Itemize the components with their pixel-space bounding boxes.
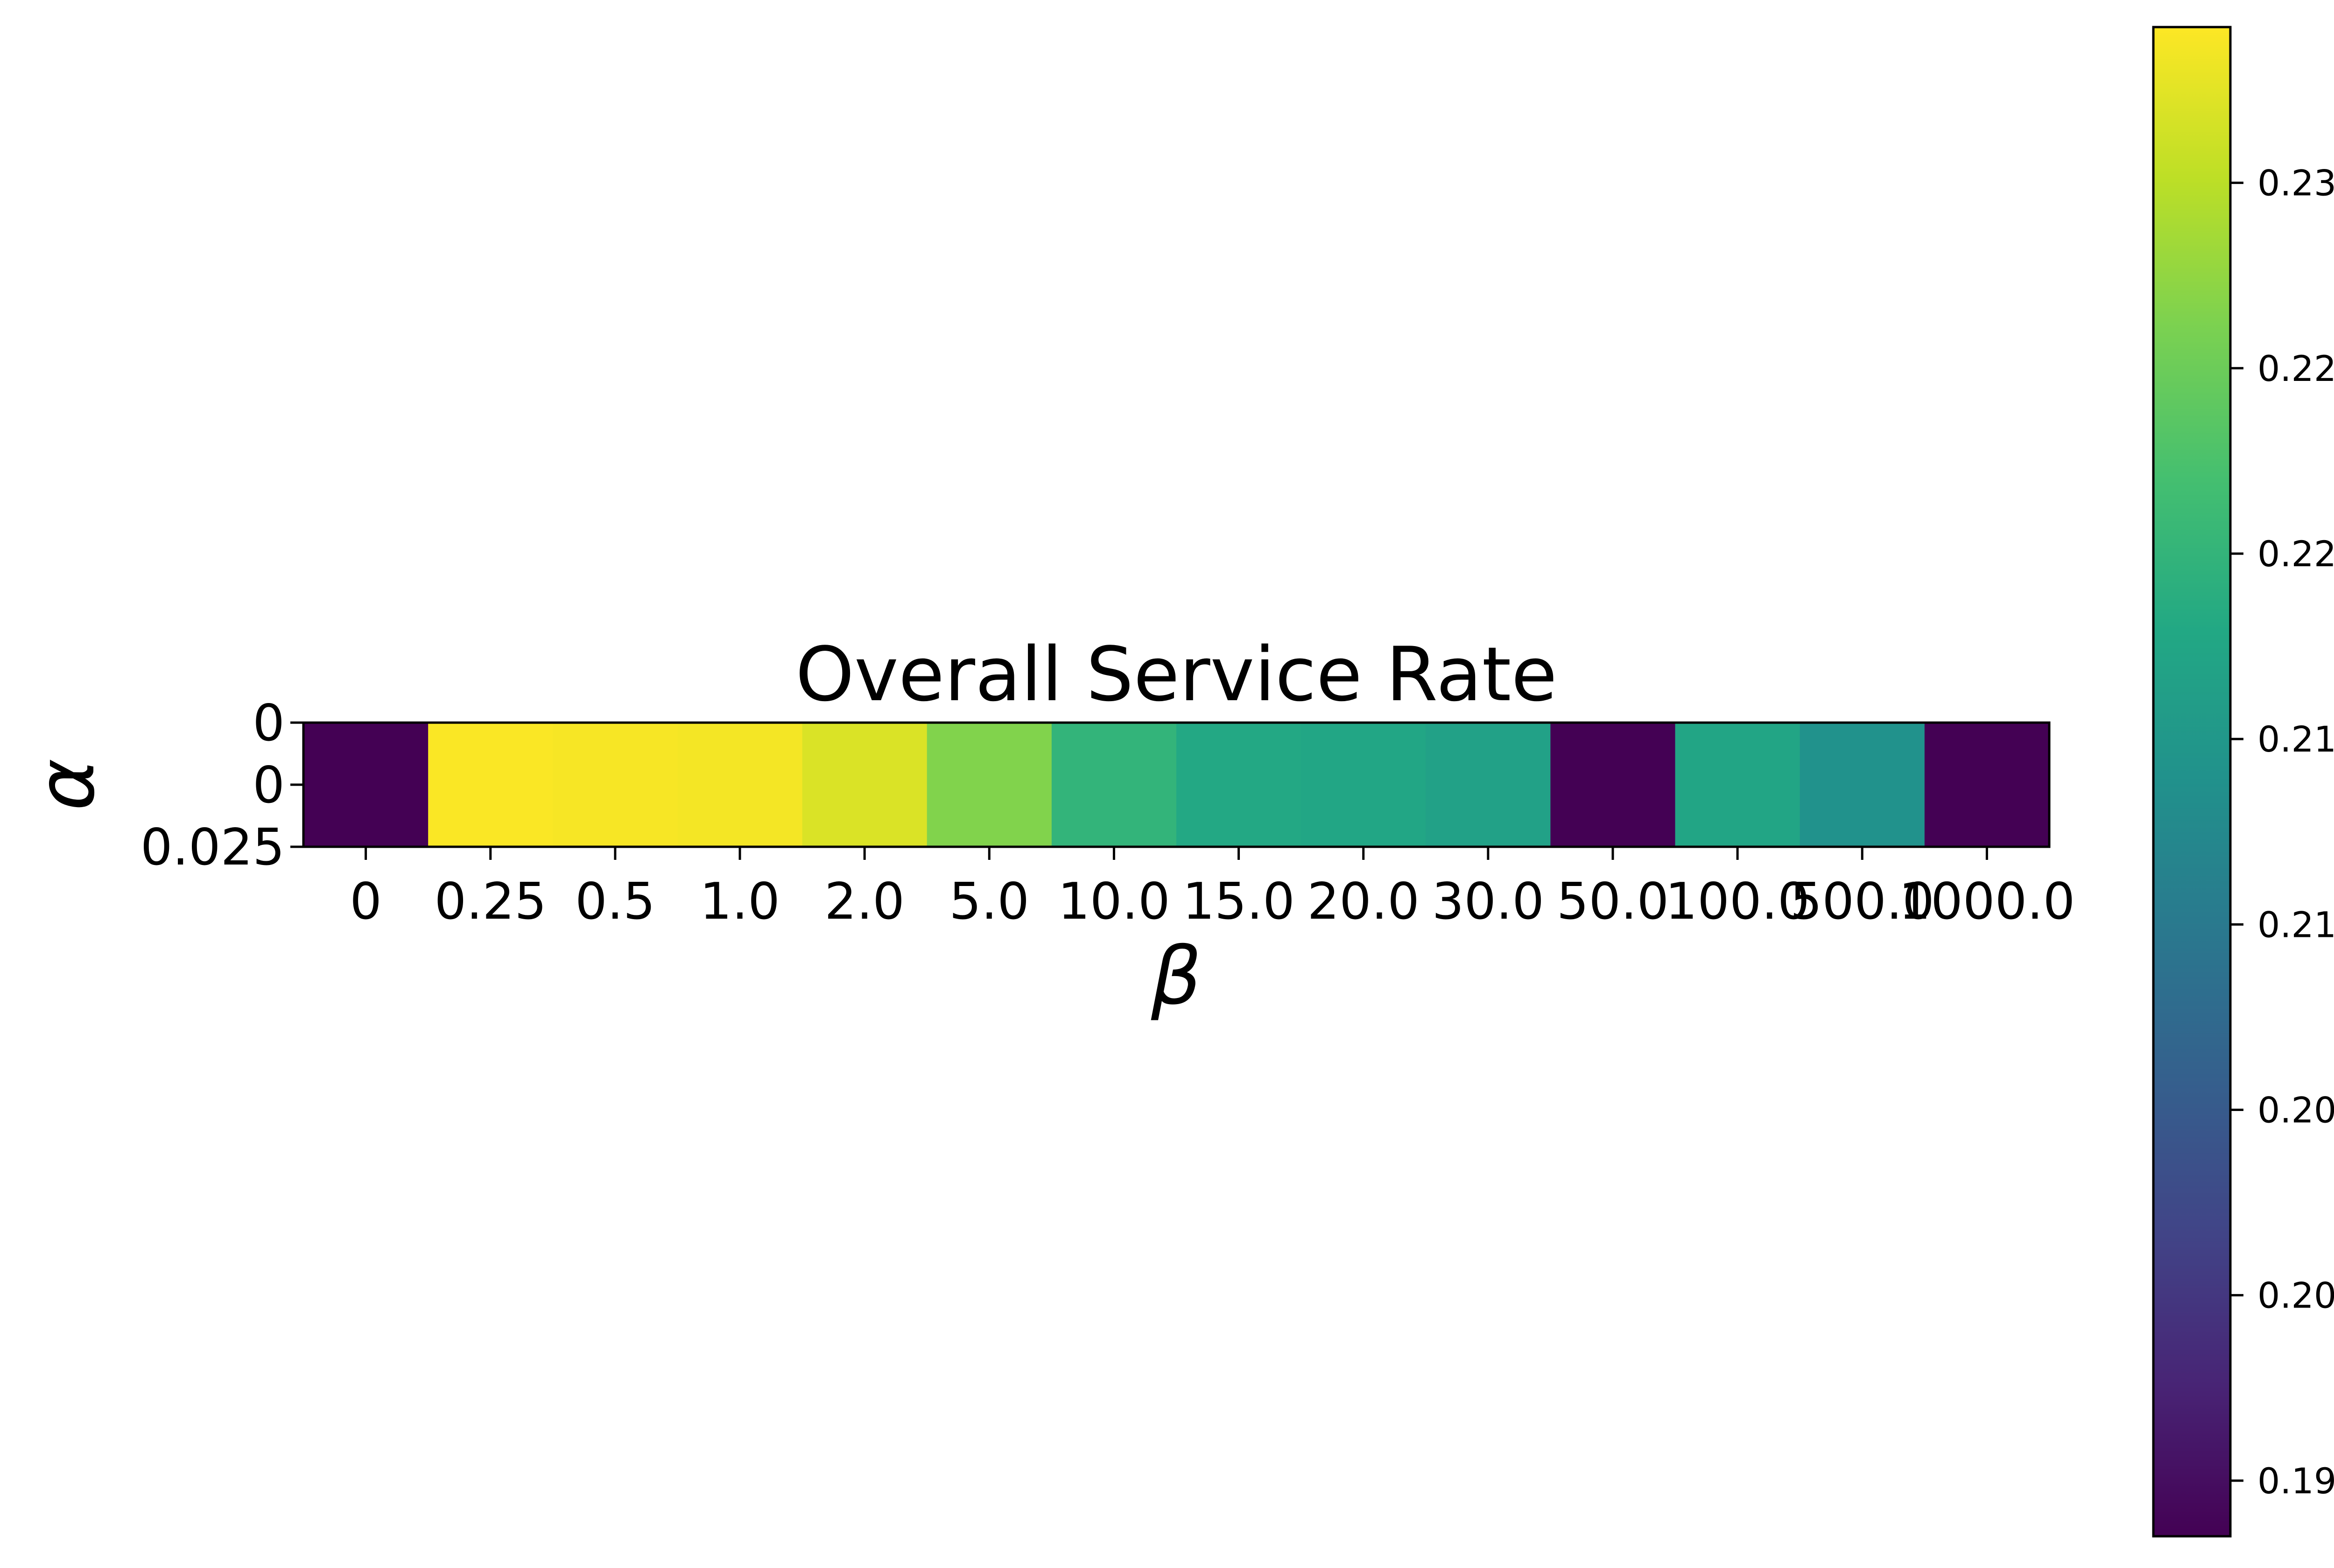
x-tick-label: 2.0 <box>824 872 905 931</box>
x-axis-label: β <box>1151 930 1202 1023</box>
x-tick-label: 30.0 <box>1432 872 1544 931</box>
colorbar-tick-label: 0.200 <box>2257 1275 2334 1316</box>
colorbar-tick-label: 0.230 <box>2257 162 2334 204</box>
y-axis-ticks: 000.025 <box>141 694 303 877</box>
x-tick-label: 500.0 <box>1790 872 1934 931</box>
heatmap-cell <box>1176 723 1301 847</box>
colorbar-tick-label: 0.225 <box>2257 348 2334 389</box>
x-tick-label: 50.0 <box>1557 872 1669 931</box>
heatmap-cell <box>802 723 928 847</box>
heatmap-cell <box>1550 723 1676 847</box>
colorbar-frame <box>2152 26 2232 1538</box>
x-tick-label: 0 <box>350 872 382 931</box>
y-tick-label: 0 <box>253 756 285 815</box>
heatmap-cells <box>303 723 2050 847</box>
heatmap-cell <box>428 723 554 847</box>
heatmap-cell <box>303 723 429 847</box>
x-tick-label: 1.0 <box>700 872 780 931</box>
x-tick-label: 5.0 <box>949 872 1029 931</box>
heatmap-cell <box>677 723 803 847</box>
x-tick-label: 20.0 <box>1307 872 1419 931</box>
heatmap-cell <box>1301 723 1427 847</box>
colorbar-tick-label: 0.210 <box>2257 904 2334 945</box>
colorbar-tick-label: 0.220 <box>2257 533 2334 575</box>
heatmap-cell <box>1800 723 1925 847</box>
y-axis-label: α <box>20 759 112 811</box>
x-tick-label: 100.0 <box>1666 872 1810 931</box>
x-tick-label: 0.25 <box>434 872 546 931</box>
heatmap-cell <box>1924 723 2050 847</box>
x-tick-label: 0.5 <box>575 872 655 931</box>
heatmap-cell <box>1426 723 1551 847</box>
colorbar-tick-label: 0.195 <box>2257 1460 2334 1502</box>
colorbar-gradient <box>2153 27 2230 1536</box>
colorbar-tick-label: 0.205 <box>2257 1089 2334 1131</box>
heatmap-cell <box>1051 723 1177 847</box>
heatmap-cell <box>553 723 678 847</box>
colorbar: 0.195 0.200 0.205 0.210 0.215 0.220 0.225 0.230 <box>2152 26 2334 1538</box>
x-tick-label: 1000.0 <box>1898 872 2075 931</box>
colorbar-tick-label: 0.215 <box>2257 718 2334 760</box>
x-tick-label: 10.0 <box>1058 872 1170 931</box>
y-tick-label: 0 <box>253 694 285 752</box>
chart-title: Overall Service Rate <box>795 631 1557 718</box>
x-tick-label: 15.0 <box>1182 872 1294 931</box>
x-axis-ticks: 0 0.25 0.5 1.0 2.0 5.0 10.0 15.0 20.0 30.0 50.0100… <box>350 847 2075 931</box>
heatmap-cell <box>1675 723 1800 847</box>
y-tick-label: 0.025 <box>141 818 285 877</box>
heatmap-cell <box>927 723 1052 847</box>
